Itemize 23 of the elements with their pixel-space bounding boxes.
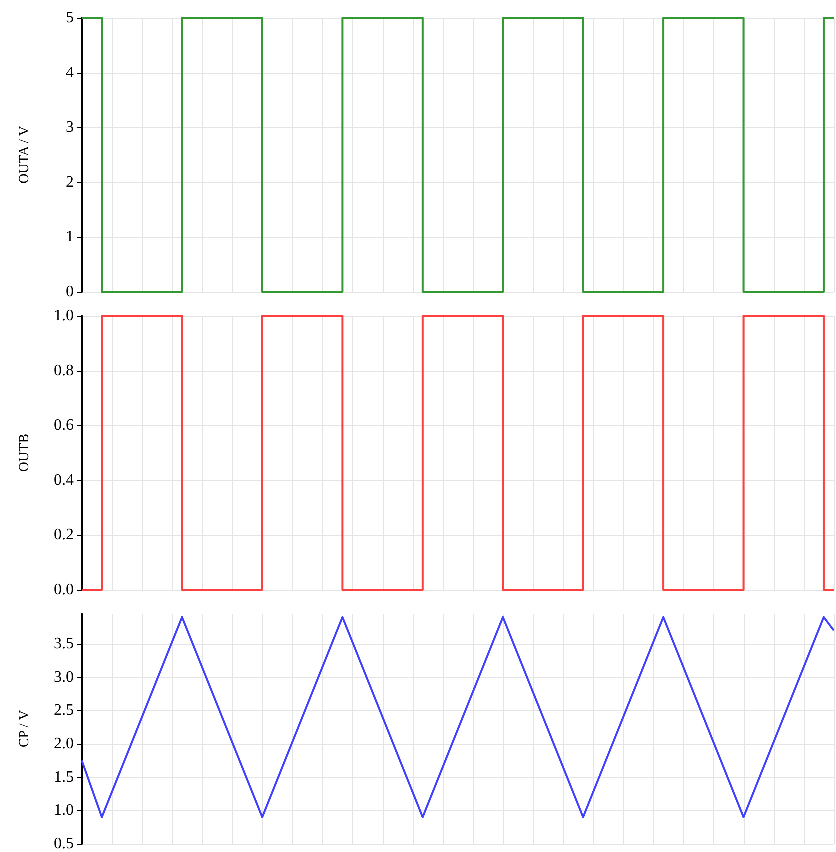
y-tick-label: 5: [66, 10, 74, 26]
y-axis-title: OUTB: [18, 434, 32, 472]
y-tick-label: 0.4: [54, 472, 74, 489]
y-tick-label: 1: [66, 228, 74, 246]
y-axis-title: OUTA / V: [18, 126, 32, 184]
y-tick-label: 3.5: [54, 636, 74, 652]
y-tick-label: 0.0: [54, 582, 74, 598]
y-tick-label: 0.5: [54, 836, 74, 852]
y-tick-label: 0.2: [54, 526, 74, 544]
y-tick-label: 1.5: [54, 768, 74, 786]
y-tick-label: 3.0: [54, 668, 74, 686]
y-tick-label: 0: [66, 284, 74, 300]
y-tick-label: 1.0: [54, 802, 74, 820]
y-tick-label: 2.0: [54, 736, 74, 752]
y-tick-label: 2.5: [54, 702, 74, 720]
y-tick-label: 0.8: [54, 362, 74, 380]
y-tick-label: 2: [66, 174, 74, 191]
y-tick-label: 1.0: [54, 308, 74, 324]
y-tick-label: 4: [66, 64, 74, 82]
y-tick-label: 0.6: [54, 417, 74, 434]
y-axis-title: CP / V: [18, 710, 32, 748]
line-series: [81, 616, 835, 818]
y-tick-label: 3: [66, 119, 74, 136]
